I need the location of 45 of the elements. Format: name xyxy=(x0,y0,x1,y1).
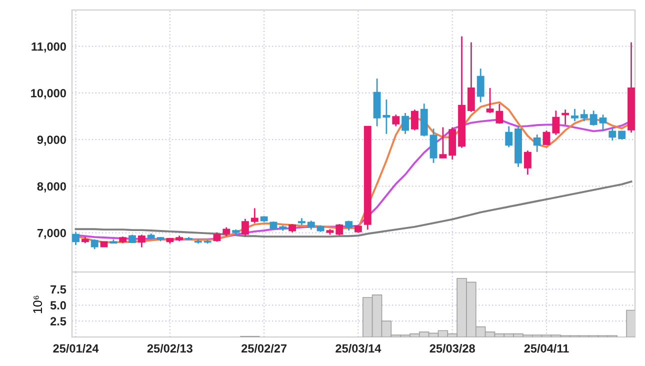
y-tick-label: 2.5 xyxy=(50,317,66,326)
candlestick xyxy=(467,42,475,113)
candlestick xyxy=(402,112,409,135)
x-tick-label: 25/01/24 xyxy=(53,344,99,353)
candlestick xyxy=(476,68,484,103)
x-tick-label: 25/04/11 xyxy=(524,344,569,353)
candlestick xyxy=(410,108,418,131)
y-tick-label: 8,000 xyxy=(37,182,66,192)
y-axis-title: 10⁶ xyxy=(33,296,42,314)
candlestick xyxy=(571,108,578,122)
line-series xyxy=(74,180,632,238)
candlestick xyxy=(524,150,532,176)
candlestick xyxy=(138,234,146,248)
candlestick xyxy=(345,220,353,232)
x-tick-label: 25/02/13 xyxy=(147,344,192,353)
candlestick xyxy=(392,114,400,127)
y-tick-label: 11,000 xyxy=(32,42,66,52)
candlestick xyxy=(430,128,438,164)
candlestick xyxy=(72,231,80,246)
y-tick-label: 7.5 xyxy=(50,285,66,294)
candlestick xyxy=(336,223,344,236)
y-tick-label: 7,000 xyxy=(37,228,66,239)
y-tick-label: 10,000 xyxy=(31,89,66,100)
candlestick xyxy=(382,98,390,135)
x-tick-label: 25/03/28 xyxy=(430,344,475,353)
candlestick xyxy=(552,110,560,136)
candlestick xyxy=(599,114,607,132)
candlestick xyxy=(213,232,221,242)
candlestick xyxy=(608,126,616,142)
candlestick xyxy=(505,126,513,148)
candlestick xyxy=(580,108,588,122)
y-tick-label: 9,000 xyxy=(37,136,66,146)
candlestick xyxy=(250,208,258,224)
candlestick xyxy=(486,87,494,114)
y-tick-label: 5.0 xyxy=(50,301,66,310)
candlestick xyxy=(242,218,249,237)
candlestick xyxy=(439,126,447,159)
x-tick-label: 25/02/27 xyxy=(241,344,287,353)
candlestick xyxy=(90,238,98,250)
candlestick xyxy=(542,130,550,146)
candlestick xyxy=(496,103,504,124)
candlestick xyxy=(590,110,598,126)
candlestick xyxy=(533,134,541,153)
candlestick xyxy=(562,108,570,126)
x-tick-label: 25/03/14 xyxy=(336,344,382,353)
